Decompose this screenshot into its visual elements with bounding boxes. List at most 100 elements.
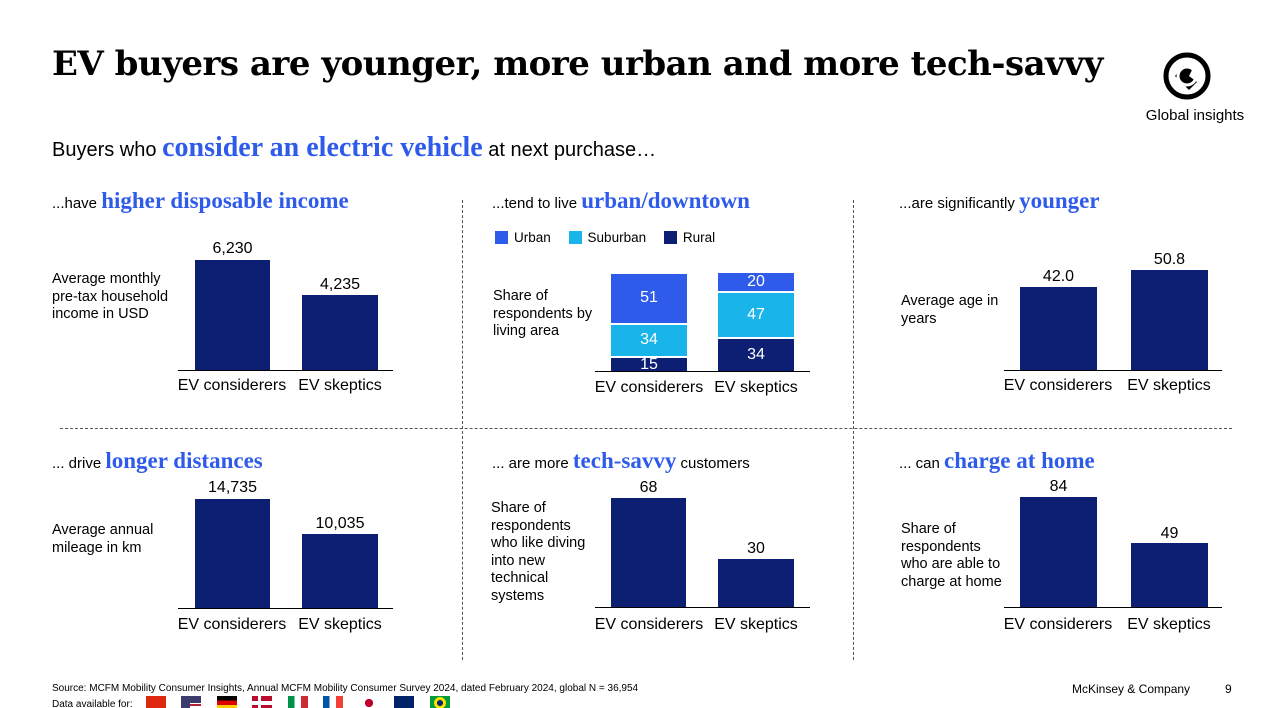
legend-label: Urban: [514, 230, 551, 245]
tick-label: EV considerers: [594, 379, 704, 396]
heading-highlight: longer distances: [105, 448, 263, 473]
flag-germany-icon: [216, 695, 237, 708]
data-label: 34: [747, 346, 765, 364]
panel-urban-heading: ...tend to live urban/downtown: [492, 188, 750, 214]
tick-label: EV considerers: [1003, 616, 1113, 633]
heading-pre: ...have: [52, 195, 98, 212]
bar-segment-suburban: 34: [611, 324, 687, 357]
data-label: 10,035: [315, 515, 365, 532]
flag-usa-icon: [181, 695, 202, 708]
bar-segment-urban: 51: [611, 274, 687, 323]
data-label: 50.8: [1153, 251, 1186, 268]
bar-segment-suburban: 47: [718, 292, 794, 338]
data-label: 42.0: [1042, 268, 1075, 285]
data-label: 15: [640, 355, 658, 373]
x-axis: [1004, 370, 1222, 371]
x-axis: [1004, 607, 1222, 608]
data-label: 6,230: [212, 240, 253, 257]
legend-item-rural: Rural: [663, 230, 715, 245]
tick-label: EV skeptics: [714, 616, 798, 633]
panel-mileage-heading: ... drive longer distances: [52, 448, 263, 474]
bar-ev-considerers: [1020, 287, 1097, 370]
stacked-bar-ev-skeptics: 34 47 20: [718, 272, 794, 371]
legend-swatch: [663, 231, 677, 244]
data-label: 34: [640, 331, 658, 349]
bar-ev-skeptics: [1131, 543, 1208, 607]
subtitle: Buyers who consider an electric vehicle …: [52, 132, 656, 164]
panel-charge-heading: ... can charge at home: [899, 448, 1095, 474]
heading-pre: ... drive: [52, 455, 102, 472]
data-label: 68: [639, 479, 658, 496]
heading-highlight: charge at home: [944, 448, 1095, 473]
bar-ev-considerers: [611, 498, 686, 607]
source-note: Source: MCFM Mobility Consumer Insights,…: [52, 683, 639, 694]
x-axis: [178, 370, 393, 371]
page-title: EV buyers are younger, more urban and mo…: [52, 44, 1103, 84]
flag-italy-icon: [287, 695, 308, 708]
data-available-label: Data available for:: [52, 699, 133, 708]
heading-post: customers: [680, 455, 750, 472]
heading-highlight: younger: [1019, 188, 1100, 213]
panel-charge-label: Share of respondents who are able to cha…: [901, 521, 1002, 590]
x-axis: [178, 608, 393, 609]
panel-mileage-label: Average annual mileage in km: [52, 522, 154, 556]
bar-ev-skeptics: [1131, 270, 1208, 370]
legend-item-urban: Urban: [495, 230, 551, 245]
heading-pre: ...are significantly: [899, 195, 1015, 212]
tick-label: EV skeptics: [1127, 616, 1211, 633]
data-label: 30: [747, 540, 765, 557]
bar-segment-rural: 15: [611, 355, 687, 373]
globe-icon: [1163, 52, 1211, 100]
panel-tech-label: Share of respondents who like diving int…: [491, 500, 586, 604]
data-label: 51: [640, 289, 658, 307]
data-label: 14,735: [208, 479, 257, 496]
page-number: 9: [1225, 682, 1232, 696]
stacked-bar-ev-considerers: 15 34 51: [611, 272, 687, 373]
tick-label: EV skeptics: [1127, 377, 1211, 394]
flag-japan-icon: [358, 695, 379, 708]
subtitle-pre: Buyers who: [52, 139, 157, 161]
tick-label: EV considerers: [1003, 377, 1113, 394]
panel-age-heading: ...are significantly younger: [899, 188, 1100, 214]
panel-age-label: Average age in years: [901, 293, 999, 327]
legend-swatch: [495, 231, 508, 244]
divider-vertical-left: [462, 200, 463, 660]
flag-brazil-icon: [429, 695, 450, 708]
company-name: McKinsey & Company: [1072, 682, 1191, 696]
heading-highlight: higher disposable income: [101, 188, 349, 213]
x-axis: [595, 371, 810, 372]
country-flags: [146, 694, 461, 708]
tick-label: EV skeptics: [714, 379, 798, 396]
legend-swatch: [568, 231, 582, 244]
data-label: 20: [747, 272, 765, 290]
bar-segment-urban: 20: [718, 273, 794, 291]
bar-ev-skeptics: [302, 295, 378, 370]
divider-vertical-right: [853, 200, 854, 660]
bar-ev-considerers: [1020, 497, 1097, 607]
legend-item-suburban: Suburban: [568, 230, 646, 245]
panel-urban-label: Share of respondents by living area: [493, 288, 593, 340]
data-label: 4,235: [319, 276, 361, 293]
heading-pre: ...tend to live: [492, 195, 578, 212]
tick-label: EV skeptics: [298, 616, 382, 633]
panel-income-heading: ...have higher disposable income: [52, 188, 349, 214]
bar-segment-rural: 34: [718, 339, 794, 371]
subtitle-highlight: consider an electric vehicle: [162, 132, 483, 163]
flag-norway-icon: [252, 695, 273, 708]
bar-ev-skeptics: [302, 534, 378, 608]
heading-highlight: tech-savvy: [572, 448, 677, 473]
logo-label: Global insights: [1145, 107, 1245, 124]
panel-income-label: Average monthly pre-tax household income…: [52, 271, 169, 323]
bar-ev-skeptics: [718, 559, 794, 607]
data-label: 47: [747, 306, 765, 324]
tick-label: EV considerers: [177, 616, 287, 633]
heading-pre: ... can: [899, 455, 940, 472]
divider-horizontal: [60, 428, 1232, 429]
legend: Urban Suburban Rural: [495, 230, 715, 245]
flag-china-icon: [146, 695, 166, 708]
bar-ev-considerers: [195, 260, 270, 370]
tick-label: EV considerers: [177, 377, 287, 394]
tick-label: EV skeptics: [298, 377, 382, 394]
subtitle-post: at next purchase…: [488, 139, 657, 161]
flag-france-icon: [323, 695, 344, 708]
